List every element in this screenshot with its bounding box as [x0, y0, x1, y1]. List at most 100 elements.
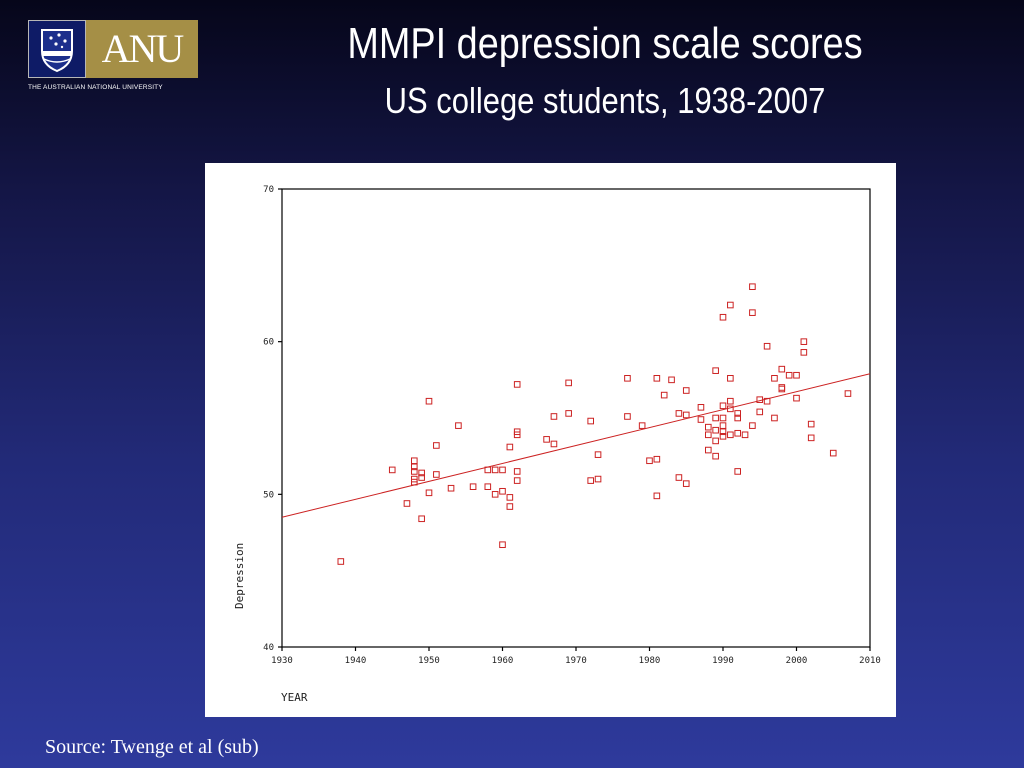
data-point [624, 375, 631, 382]
data-point [719, 422, 727, 429]
data-point [793, 394, 800, 402]
data-point [447, 484, 455, 492]
data-point [506, 443, 514, 451]
data-point [550, 440, 558, 448]
y-tick-label: 60 [263, 338, 274, 348]
data-point [469, 483, 477, 490]
anu-logo: ANU THE AUSTRALIAN NATIONAL UNIVERSITY [28, 20, 200, 94]
data-point [705, 446, 712, 454]
data-point [506, 503, 514, 510]
data-point [484, 483, 492, 490]
y-tick-label: 40 [263, 643, 274, 653]
data-point [513, 431, 521, 439]
x-axis-label: YEAR [281, 691, 308, 704]
data-point [638, 422, 646, 429]
data-point [712, 437, 719, 445]
data-point [749, 283, 756, 291]
data-point [756, 396, 764, 403]
data-point [727, 375, 734, 382]
data-point [741, 431, 749, 439]
data-point [719, 313, 727, 321]
data-point [411, 457, 418, 465]
data-point [712, 367, 719, 374]
data-point [705, 423, 712, 431]
data-point [653, 375, 661, 382]
data-point [719, 428, 727, 436]
x-tick-label: 1970 [565, 656, 587, 666]
data-point [594, 475, 602, 483]
x-tick-label: 1950 [418, 656, 440, 666]
data-point [491, 466, 499, 474]
data-point [727, 431, 734, 439]
data-point [705, 431, 712, 439]
y-tick-label: 70 [263, 185, 274, 195]
data-point [653, 492, 661, 500]
y-tick-label: 50 [263, 490, 274, 500]
data-point [712, 426, 719, 434]
data-point [653, 455, 661, 463]
data-point [484, 466, 492, 474]
y-axis-label: Depression [233, 543, 246, 609]
data-point [829, 449, 837, 457]
data-point [682, 387, 690, 394]
data-point [624, 413, 631, 420]
data-point [785, 371, 793, 379]
data-point [499, 466, 506, 474]
data-point [433, 442, 440, 449]
data-point [734, 410, 742, 417]
data-point [513, 477, 521, 484]
slide-title: MMPI depression scale scores [347, 19, 863, 68]
x-tick-label: 1930 [271, 656, 293, 666]
data-point [411, 463, 418, 471]
data-point [388, 466, 396, 474]
data-point [550, 413, 558, 420]
data-point [763, 342, 771, 350]
data-point [543, 436, 550, 443]
data-point [778, 365, 786, 373]
data-point [668, 376, 675, 384]
data-point [712, 452, 719, 460]
data-point [844, 390, 852, 397]
data-point [433, 471, 440, 478]
slide-subtitle: US college students, 1938-2007 [384, 80, 826, 121]
data-point [418, 515, 425, 523]
data-point [778, 384, 786, 391]
x-tick-label: 1960 [492, 656, 514, 666]
data-point [734, 468, 742, 475]
data-point [594, 451, 602, 458]
data-point [719, 433, 727, 440]
trend-line [281, 373, 871, 518]
data-point [403, 500, 411, 507]
data-point [800, 349, 808, 356]
data-point [565, 410, 572, 417]
x-tick-label: 1940 [345, 656, 367, 666]
data-point [763, 397, 771, 405]
data-point [719, 402, 727, 410]
data-point [455, 422, 462, 429]
data-point [587, 477, 594, 484]
data-point [565, 379, 572, 387]
data-point [425, 397, 433, 405]
x-tick-label: 2010 [859, 656, 881, 666]
data-point [771, 414, 778, 422]
data-point [499, 487, 506, 495]
chart-panel: 40 50 60 70 1930 1940 1950 1960 1970 1980 1990 2000… [205, 163, 896, 717]
data-point [727, 397, 734, 405]
data-point [793, 371, 800, 379]
data-point [418, 474, 425, 481]
data-point [734, 429, 742, 437]
data-point [646, 457, 653, 465]
data-point [675, 410, 683, 417]
data-point [807, 434, 815, 442]
x-tick-label: 1990 [712, 656, 734, 666]
data-point [697, 404, 705, 411]
data-point [800, 338, 808, 345]
data-point [712, 414, 719, 422]
x-tick-label: 2000 [786, 656, 808, 666]
x-tick-label: 1980 [639, 656, 661, 666]
data-point [411, 468, 418, 475]
data-point [727, 301, 734, 309]
data-point [675, 474, 683, 481]
data-point [506, 494, 514, 501]
data-point [778, 385, 786, 393]
